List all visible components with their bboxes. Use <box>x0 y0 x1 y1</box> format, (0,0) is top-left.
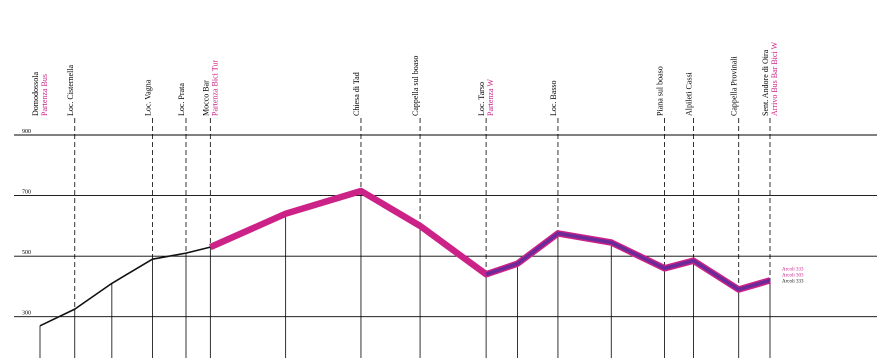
waypoint-name: Chiesa di Tad <box>352 72 361 116</box>
waypoint-name: Loc. Basso <box>549 80 558 116</box>
route-line-2 <box>485 231 771 292</box>
waypoint-name: Loc. Prata <box>177 83 186 116</box>
waypoint-sub-label: Partenza Bici Tur <box>210 60 219 116</box>
route-legend-label: Arcoli 303 <box>782 273 804 278</box>
waypoint-label: Loc. Prata <box>177 83 186 116</box>
waypoint-label: Loc. Vagna <box>143 79 152 116</box>
waypoint-name: Alpileti Cassi <box>685 71 694 116</box>
waypoint-label: Domodossola Partenza Bus <box>31 72 49 116</box>
y-tick-label: 500 <box>22 250 31 256</box>
route-legend-label: Arcoli 333 <box>782 267 804 272</box>
waypoint-name: Piana sul boaso <box>656 66 665 116</box>
waypoint-label: Sent. Andore di Oira Arrivo Bus Bar Bici … <box>761 41 779 116</box>
waypoint-sub-label: Arrivo Bus Bar Bici W <box>770 41 779 116</box>
waypoint-name: Loc. Tarso <box>477 82 486 116</box>
waypoint-name: Cappella sul boaso <box>411 56 420 116</box>
waypoint-sub-label: Partenza W <box>486 79 495 116</box>
waypoint-label: Loc. Basso <box>549 80 558 116</box>
y-tick-label: 300 <box>22 311 31 317</box>
waypoint-name: Sent. Andore di Oira <box>761 49 770 116</box>
waypoint-name: Loc. Vagna <box>143 79 152 116</box>
waypoint-name: Domodossola <box>31 72 40 116</box>
waypoint-label: Chiesa di Tad <box>352 72 361 116</box>
waypoint-label: Cappella Provinali <box>730 55 739 116</box>
waypoint-label: Loc. Tarso Partenza W <box>477 79 495 116</box>
waypoint-name: Mocco Bar <box>201 80 210 116</box>
waypoint-label: Loc. Cisternella <box>66 64 75 116</box>
waypoint-label: Piana sul boaso <box>656 66 665 116</box>
waypoint-name: Cappella Provinali <box>730 55 739 116</box>
waypoint-sub-label: Partenza Bus <box>40 74 49 116</box>
route-line-0 <box>39 190 771 327</box>
waypoint-label: Mocco Bar Partenza Bici Tur <box>201 60 219 116</box>
y-tick-label: 900 <box>22 129 31 135</box>
waypoint-label: Cappella sul boaso <box>411 56 420 116</box>
y-tick-label: 700 <box>22 190 31 196</box>
waypoint-name: Loc. Cisternella <box>66 64 75 116</box>
waypoint-label: Alpileti Cassi <box>685 71 694 116</box>
route-legend-label: Arcoli 333 <box>782 279 804 284</box>
